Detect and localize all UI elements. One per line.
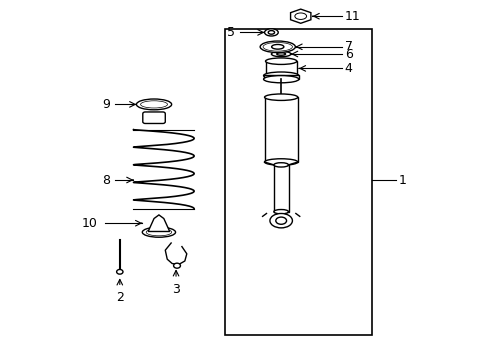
Text: 5: 5	[226, 26, 234, 39]
Text: 2: 2	[116, 291, 123, 304]
Bar	[265, 61, 296, 76]
Ellipse shape	[173, 263, 180, 268]
Ellipse shape	[142, 227, 175, 237]
Ellipse shape	[264, 29, 278, 36]
Ellipse shape	[136, 99, 171, 110]
Bar	[264, 97, 297, 162]
Ellipse shape	[265, 58, 296, 64]
Ellipse shape	[268, 31, 274, 34]
Ellipse shape	[264, 159, 297, 165]
Text: 11: 11	[344, 10, 360, 23]
Text: 7: 7	[344, 40, 352, 53]
Ellipse shape	[275, 217, 286, 224]
Ellipse shape	[271, 45, 283, 49]
Text: 9: 9	[102, 98, 110, 111]
Text: 10: 10	[82, 217, 98, 230]
Ellipse shape	[273, 163, 288, 167]
Text: 3: 3	[172, 283, 180, 296]
Polygon shape	[148, 215, 169, 231]
Bar	[263, 75, 298, 79]
Text: 1: 1	[398, 174, 406, 186]
Ellipse shape	[271, 51, 290, 57]
Ellipse shape	[269, 213, 292, 228]
FancyBboxPatch shape	[142, 112, 165, 123]
Bar	[273, 165, 288, 212]
Polygon shape	[290, 9, 310, 23]
Text: 8: 8	[102, 174, 110, 186]
Ellipse shape	[264, 94, 297, 100]
Ellipse shape	[263, 72, 298, 79]
Ellipse shape	[276, 53, 285, 55]
Text: 6: 6	[344, 48, 352, 60]
Bar	[224, 29, 371, 335]
Ellipse shape	[260, 41, 295, 53]
Text: 4: 4	[344, 62, 352, 75]
Ellipse shape	[273, 210, 288, 214]
Ellipse shape	[263, 76, 298, 83]
Ellipse shape	[116, 269, 123, 274]
